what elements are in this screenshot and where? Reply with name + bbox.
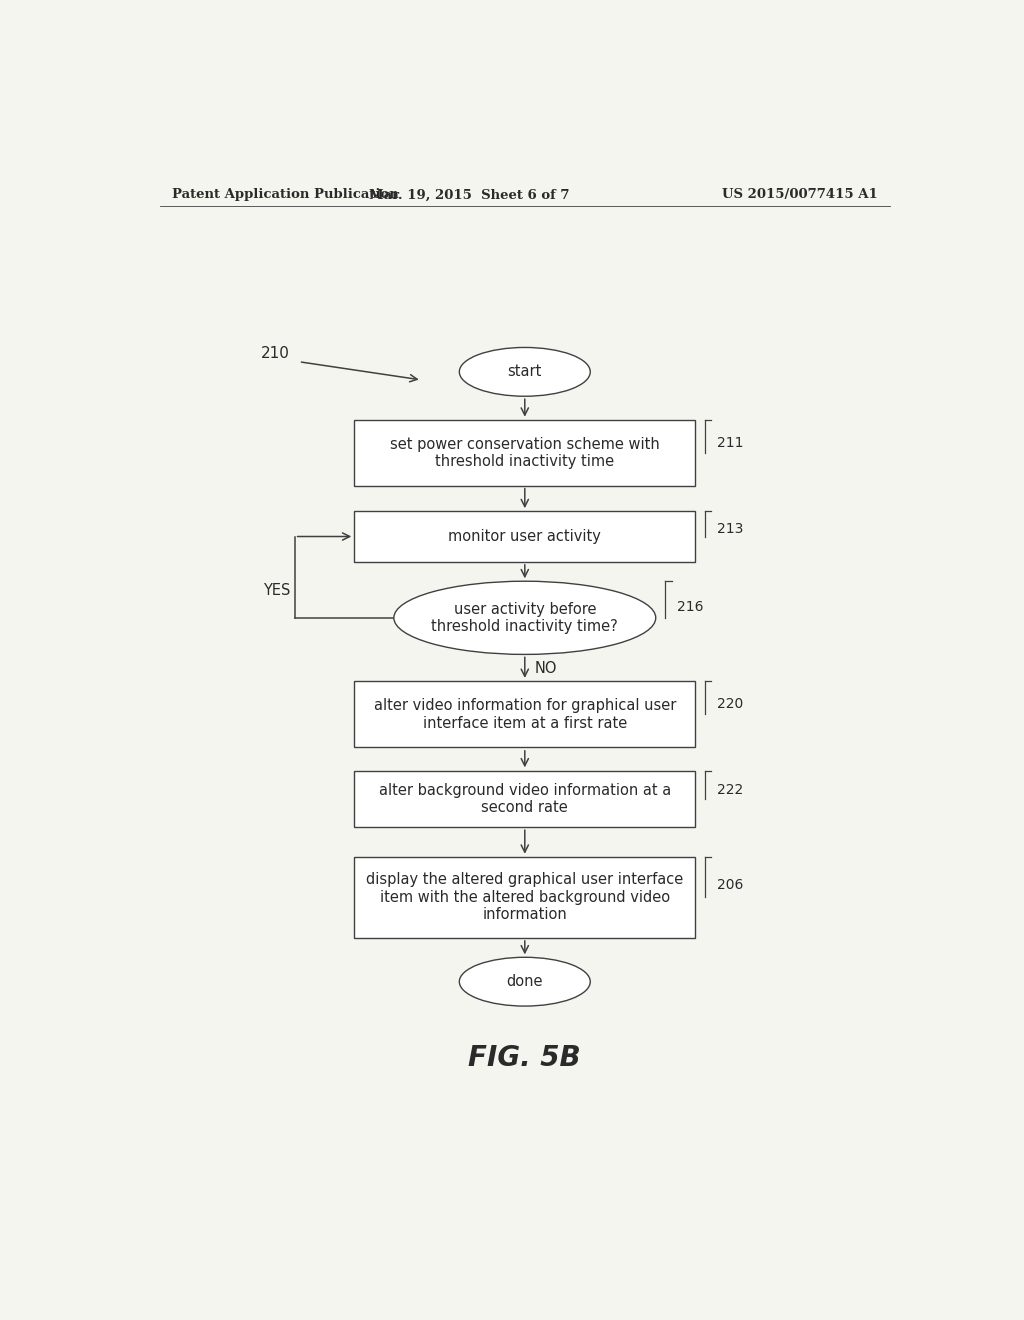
Text: 220: 220	[717, 697, 743, 711]
Text: set power conservation scheme with
threshold inactivity time: set power conservation scheme with thres…	[390, 437, 659, 470]
Text: 216: 216	[677, 599, 703, 614]
Text: FIG. 5B: FIG. 5B	[469, 1044, 581, 1072]
FancyBboxPatch shape	[354, 857, 695, 939]
Text: display the altered graphical user interface
item with the altered background vi: display the altered graphical user inter…	[367, 873, 683, 923]
Text: Patent Application Publication: Patent Application Publication	[172, 189, 398, 202]
Ellipse shape	[394, 581, 655, 655]
Text: 213: 213	[717, 521, 743, 536]
Text: done: done	[507, 974, 543, 989]
Text: 206: 206	[717, 878, 743, 892]
Text: NO: NO	[535, 661, 557, 676]
FancyBboxPatch shape	[354, 511, 695, 562]
Text: Mar. 19, 2015  Sheet 6 of 7: Mar. 19, 2015 Sheet 6 of 7	[369, 189, 569, 202]
Text: alter background video information at a
second rate: alter background video information at a …	[379, 783, 671, 814]
Text: 210: 210	[260, 346, 289, 362]
FancyBboxPatch shape	[354, 420, 695, 486]
FancyBboxPatch shape	[354, 681, 695, 747]
Text: monitor user activity: monitor user activity	[449, 529, 601, 544]
Text: start: start	[508, 364, 542, 379]
Text: user activity before
threshold inactivity time?: user activity before threshold inactivit…	[431, 602, 618, 634]
Ellipse shape	[460, 957, 590, 1006]
Text: 222: 222	[717, 783, 743, 797]
Text: alter video information for graphical user
interface item at a first rate: alter video information for graphical us…	[374, 698, 676, 730]
Ellipse shape	[460, 347, 590, 396]
Text: YES: YES	[263, 583, 290, 598]
FancyBboxPatch shape	[354, 771, 695, 826]
Text: 211: 211	[717, 436, 743, 450]
Text: US 2015/0077415 A1: US 2015/0077415 A1	[722, 189, 878, 202]
